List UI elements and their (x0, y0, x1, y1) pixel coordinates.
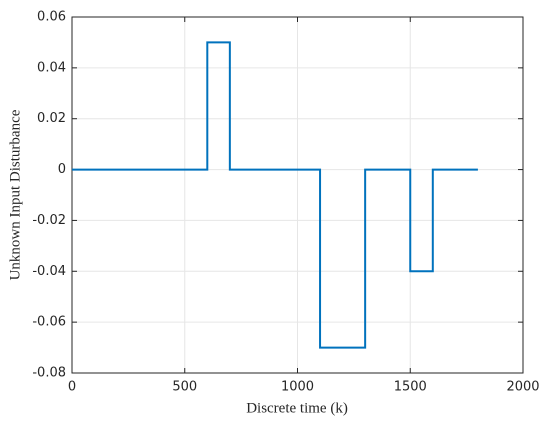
x-tick-label: 500 (172, 380, 197, 395)
y-axis-label: Unknown Input Disturbance (7, 109, 23, 280)
y-tick-label: 0.04 (37, 60, 66, 75)
x-tick-label: 2000 (506, 380, 539, 395)
x-tick-label: 1500 (394, 380, 427, 395)
y-tick-label: -0.06 (32, 315, 66, 330)
data-line (72, 41, 478, 349)
x-axis-label: Discrete time (k) (246, 400, 348, 416)
x-tick-label: 1000 (281, 380, 314, 395)
x-tick-label: 0 (68, 380, 76, 395)
y-tick-label: -0.04 (32, 264, 66, 279)
y-tick-label: -0.02 (32, 213, 66, 228)
y-tick-label: 0.06 (37, 10, 66, 25)
y-tick-label: -0.08 (32, 366, 66, 381)
y-tick-label: 0.02 (37, 111, 66, 126)
axes-box (71, 16, 524, 374)
y-tick-label: 0 (58, 162, 66, 177)
